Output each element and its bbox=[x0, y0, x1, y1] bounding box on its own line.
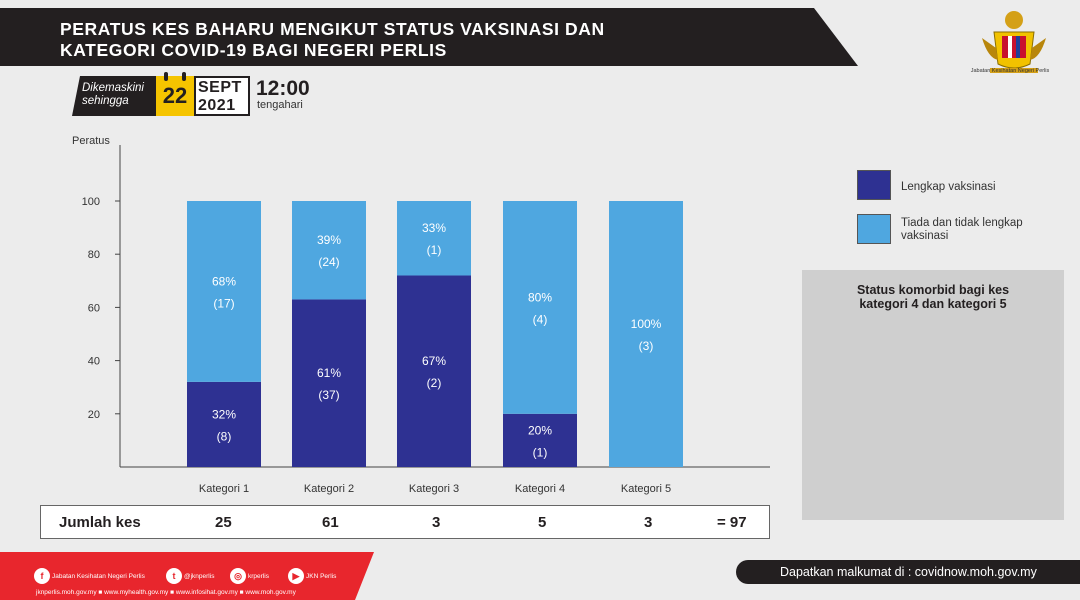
update-time-note: tengahari bbox=[257, 99, 303, 111]
legend-swatch-tiada bbox=[857, 214, 891, 244]
y-tick-label: 40 bbox=[88, 356, 100, 368]
social-facebook[interactable]: f Jabatan Kesihatan Negeri Perlis bbox=[34, 568, 145, 584]
y-tick-label: 80 bbox=[88, 249, 100, 261]
x-tick-label-2: Kategori 2 bbox=[304, 483, 354, 495]
facebook-icon: f bbox=[34, 568, 50, 584]
social-instagram[interactable]: ◎ krperlis bbox=[230, 568, 269, 584]
bar-lengkap-1 bbox=[187, 381, 261, 467]
title-banner: PERATUS KES BAHARU MENGIKUT STATUS VAKSI… bbox=[0, 8, 858, 66]
bar-label-tiada-2: 39% bbox=[317, 233, 341, 247]
bar-label-lengkap-3: 67% bbox=[422, 354, 446, 368]
bar-label-tiada-3: 33% bbox=[422, 221, 446, 235]
bar-tiada-4 bbox=[503, 201, 577, 414]
bar-lengkap-3 bbox=[397, 275, 471, 467]
y-tick-label: 20 bbox=[88, 409, 100, 421]
update-label: Dikemaskini sehingga bbox=[82, 82, 144, 108]
x-tick-label-4: Kategori 4 bbox=[515, 483, 565, 495]
totals-label: Jumlah kes bbox=[59, 514, 141, 531]
bar-count-tiada-1: (17) bbox=[213, 296, 234, 310]
footer-info-bar: Dapatkan malkumat di : covidnow.moh.gov.… bbox=[736, 560, 1080, 584]
bar-lengkap-4 bbox=[503, 413, 577, 467]
calendar-ring-icon bbox=[182, 72, 186, 81]
youtube-icon: ▶ bbox=[288, 568, 304, 584]
bar-label-tiada-4: 80% bbox=[528, 290, 552, 304]
footer-social-bar: f Jabatan Kesihatan Negeri Perlis t @jkn… bbox=[0, 552, 374, 600]
bar-tiada-5 bbox=[609, 201, 683, 467]
legend-label-tiada: Tiada dan tidak lengkap vaksinasi bbox=[901, 217, 1023, 242]
update-month: SEPT bbox=[198, 79, 242, 96]
bar-count-lengkap-2: (37) bbox=[318, 388, 339, 402]
x-tick-label-5: Kategori 5 bbox=[621, 483, 671, 495]
legend-label-lengkap: Lengkap vaksinasi bbox=[901, 181, 996, 193]
calendar-ring-icon bbox=[164, 72, 168, 81]
update-stamp: Dikemaskini sehingga 22 SEPT 2021 bbox=[72, 72, 252, 116]
coat-of-arms-icon bbox=[982, 11, 1046, 73]
bar-label-lengkap-2: 61% bbox=[317, 366, 341, 380]
bar-tiada-3 bbox=[397, 201, 471, 276]
total-kategori-4: 5 bbox=[538, 514, 547, 531]
bar-label-tiada-5: 100% bbox=[631, 317, 662, 331]
x-tick-label-3: Kategori 3 bbox=[409, 483, 459, 495]
totals-table: Jumlah kes 25 61 3 5 3 = 97 bbox=[40, 505, 770, 539]
bar-count-tiada-3: (1) bbox=[427, 243, 442, 257]
update-year: 2021 bbox=[198, 97, 236, 114]
twitter-icon: t bbox=[166, 568, 182, 584]
page-title-line2: KATEGORI COVID-19 BAGI NEGERI PERLIS bbox=[60, 40, 447, 60]
total-kategori-5: 3 bbox=[644, 514, 653, 531]
pie-title-line1: Status komorbid bagi kes bbox=[856, 283, 1010, 297]
bar-label-lengkap-1: 32% bbox=[212, 407, 236, 421]
social-youtube-text: JKN Perlis bbox=[306, 572, 337, 580]
update-time: 12:00 bbox=[256, 77, 310, 100]
x-tick-label-1: Kategori 1 bbox=[199, 483, 249, 495]
bar-lengkap-2 bbox=[292, 299, 366, 467]
bar-count-tiada-2: (24) bbox=[318, 255, 339, 269]
bar-count-lengkap-1: (8) bbox=[217, 429, 232, 443]
bar-count-tiada-5: (3) bbox=[639, 339, 654, 353]
pie-title-line2: kategori 4 dan kategori 5 bbox=[859, 297, 1007, 311]
social-instagram-text: krperlis bbox=[248, 572, 269, 580]
total-kategori-3: 3 bbox=[432, 514, 441, 531]
grand-total: = 97 bbox=[717, 514, 747, 531]
pie-panel: Status komorbid bagi kes kategori 4 dan … bbox=[802, 270, 1064, 520]
social-youtube[interactable]: ▶ JKN Perlis bbox=[288, 568, 336, 584]
update-label-bg bbox=[72, 76, 156, 116]
y-axis-title: Peratus bbox=[72, 135, 110, 147]
bar-label-tiada-1: 68% bbox=[212, 274, 236, 288]
bar-count-tiada-4: (4) bbox=[533, 312, 548, 326]
legend-swatch-lengkap bbox=[857, 170, 891, 200]
agency-caption: Jabatan Kesihatan Negeri Perlis bbox=[970, 68, 1050, 74]
social-twitter-text: @jknperlis bbox=[184, 572, 215, 580]
social-facebook-text: Jabatan Kesihatan Negeri Perlis bbox=[52, 572, 145, 580]
update-label-line2: sehingga bbox=[82, 95, 129, 107]
update-day: 22 bbox=[156, 76, 194, 116]
footer-info-text[interactable]: Dapatkan malkumat di : covidnow.moh.gov.… bbox=[780, 565, 1037, 579]
bar-label-lengkap-4: 20% bbox=[528, 423, 552, 437]
footer-urls[interactable]: jknperlis.moh.gov.my ■ www.myhealth.gov.… bbox=[36, 589, 296, 596]
bar-tiada-1 bbox=[187, 201, 261, 382]
bar-count-lengkap-4: (1) bbox=[533, 445, 548, 459]
update-label-line1: Dikemaskini bbox=[82, 82, 144, 94]
pie-title: Status komorbid bagi kes kategori 4 dan … bbox=[802, 283, 1064, 311]
bar-tiada-2 bbox=[292, 201, 366, 300]
page-title-line1: PERATUS KES BAHARU MENGIKUT STATUS VAKSI… bbox=[60, 19, 605, 39]
y-tick-label: 60 bbox=[88, 302, 100, 314]
total-kategori-2: 61 bbox=[322, 514, 339, 531]
bar-count-lengkap-3: (2) bbox=[427, 376, 442, 390]
social-twitter[interactable]: t @jknperlis bbox=[166, 568, 214, 584]
update-month-year: SEPT 2021 bbox=[194, 76, 250, 116]
y-tick-label: 100 bbox=[82, 196, 100, 208]
instagram-icon: ◎ bbox=[230, 568, 246, 584]
total-kategori-1: 25 bbox=[215, 514, 232, 531]
